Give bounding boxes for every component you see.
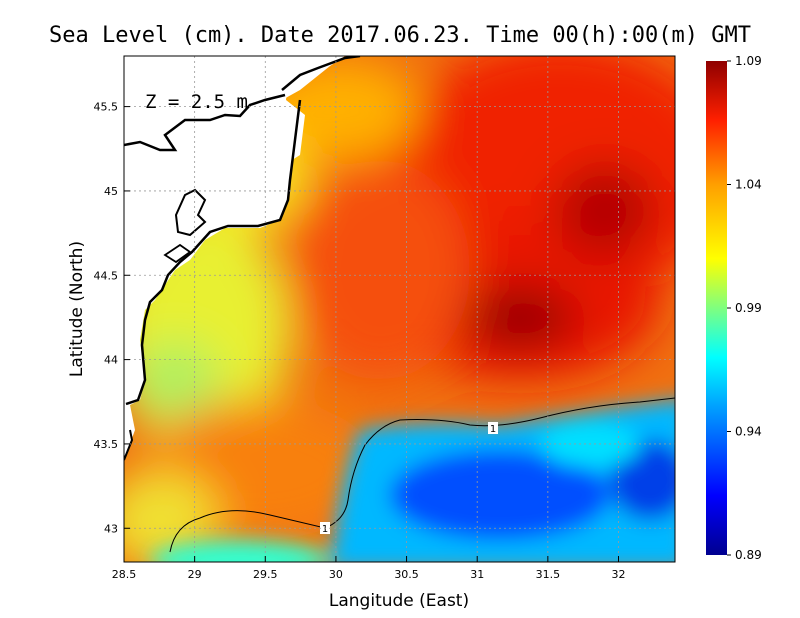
y-axis-label: Latitude (North) (67, 241, 87, 377)
y-tick-label: 44.5 (94, 269, 119, 282)
plot-frame (123, 55, 676, 563)
colorbar-tick-label: 1.04 (735, 178, 762, 192)
x-tick-label: 29.5 (253, 568, 278, 581)
x-tick-label: 29 (188, 568, 202, 581)
x-tick-label: 31.5 (536, 568, 561, 581)
colorbar-tick-label: 1.09 (735, 54, 762, 68)
contour-label-west: 1 (322, 524, 328, 535)
x-tick-label: 28.5 (112, 568, 137, 581)
contour-label-east: 1 (490, 424, 496, 435)
coastline (124, 56, 361, 461)
colorbar-tick-label: 0.94 (735, 425, 762, 439)
chart-title: Sea Level (cm). Date 2017.06.23. Time 00… (49, 23, 751, 48)
depth-annotation: Z = 2.5 m (145, 91, 248, 113)
colorbar-ticks: 1.09 1.04 0.99 0.94 0.89 (727, 54, 762, 562)
y-tick-label: 45 (104, 185, 118, 198)
y-tick-label: 43.5 (94, 438, 119, 451)
colorbar-tick-label: 0.99 (735, 301, 762, 315)
x-axis-label: Langitude (East) (329, 591, 469, 611)
y-tick-label: 45.5 (94, 101, 119, 114)
y-tick-label: 43 (104, 522, 118, 535)
x-tick-label: 32 (611, 568, 625, 581)
x-axis-ticks: 28.5 29 29.5 30 30.5 31 31.5 32 (112, 556, 625, 581)
x-tick-label: 30 (329, 568, 343, 581)
gridlines (124, 56, 675, 562)
y-tick-label: 44 (104, 354, 118, 367)
x-tick-label: 31 (470, 568, 484, 581)
y-axis-ticks: 43 43.5 44 44.5 45 45.5 (94, 101, 130, 535)
x-tick-label: 30.5 (394, 568, 419, 581)
colorbar-tick-label: 0.89 (735, 548, 762, 562)
heatmap-field (124, 56, 675, 562)
colorbar (706, 61, 727, 555)
